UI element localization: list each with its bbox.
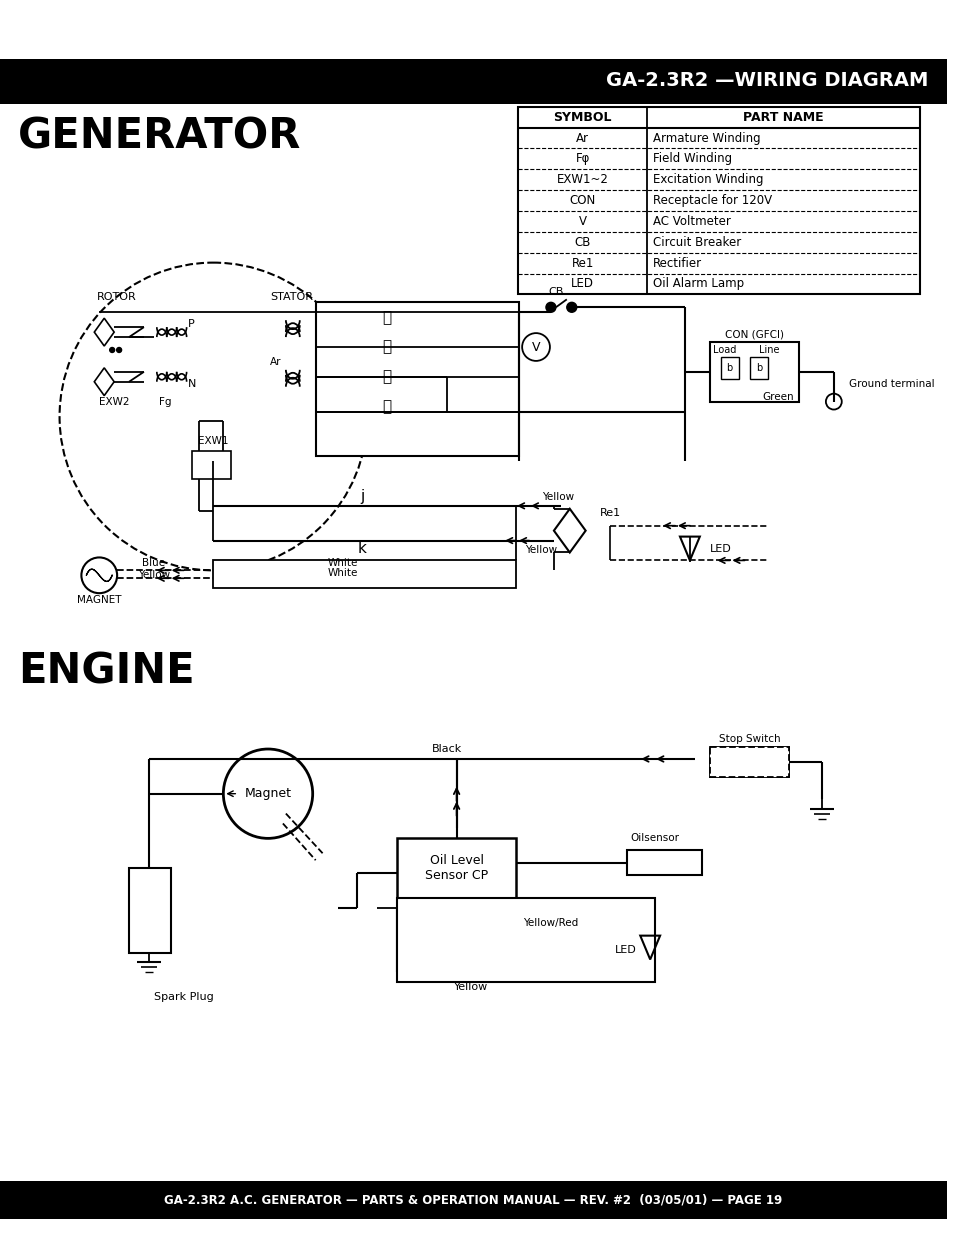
Text: GA-2.3R2 —WIRING DIAGRAM: GA-2.3R2 —WIRING DIAGRAM [605, 72, 927, 90]
Bar [213, 561, 516, 588]
Text: N: N [187, 379, 195, 389]
Text: GA-2.3R2 A.C. GENERATOR — PARTS & OPERATION MANUAL — REV. #2  (03/05/01) — PAGE : GA-2.3R2 A.C. GENERATOR — PARTS & OPERAT… [164, 1193, 781, 1207]
Text: CB: CB [574, 236, 590, 248]
Text: Blue: Blue [142, 558, 165, 568]
Bar [750, 357, 767, 379]
Text: AC Voltmeter: AC Voltmeter [653, 215, 730, 228]
Text: Sensor CP: Sensor CP [425, 868, 488, 882]
Text: White: White [327, 568, 357, 578]
Text: j: j [360, 489, 364, 504]
Bar [0, 59, 946, 104]
Text: Fg: Fg [158, 396, 172, 406]
Text: Ⓥ: Ⓥ [382, 340, 392, 354]
Text: Black: Black [431, 743, 461, 755]
Text: b: b [756, 363, 761, 373]
Text: LED: LED [709, 543, 731, 553]
Text: GENERATOR: GENERATOR [18, 116, 301, 158]
Circle shape [566, 303, 577, 312]
Bar [720, 357, 738, 379]
Text: Receptacle for 120V: Receptacle for 120V [653, 194, 772, 207]
Text: Yellow/Red: Yellow/Red [523, 918, 578, 927]
Text: White: White [327, 558, 357, 568]
Text: EXW2: EXW2 [99, 396, 130, 406]
Bar [396, 839, 516, 908]
Text: Ar: Ar [270, 357, 281, 367]
Text: MAGNET: MAGNET [77, 595, 121, 605]
Text: ENGINE: ENGINE [18, 651, 194, 693]
Text: LED: LED [571, 278, 594, 290]
Text: Re1: Re1 [571, 257, 594, 269]
Text: EXW1~2: EXW1~2 [557, 173, 608, 186]
Text: SYMBOL: SYMBOL [553, 111, 611, 124]
Circle shape [116, 347, 121, 352]
Text: Spark Plug: Spark Plug [153, 992, 213, 1002]
Text: Ar: Ar [576, 132, 589, 144]
Text: Oil Level: Oil Level [429, 853, 483, 867]
Text: Yellow: Yellow [137, 571, 170, 580]
Circle shape [545, 303, 556, 312]
Bar [192, 451, 231, 479]
Text: EXW1: EXW1 [198, 436, 229, 446]
Text: Oilsensor: Oilsensor [630, 834, 679, 844]
Text: Excitation Winding: Excitation Winding [653, 173, 762, 186]
Bar [129, 868, 171, 952]
Text: ROTOR: ROTOR [97, 293, 137, 303]
Text: Yellow: Yellow [454, 982, 488, 992]
Text: Field Winding: Field Winding [653, 152, 732, 165]
Text: Rectifier: Rectifier [653, 257, 701, 269]
Circle shape [110, 347, 114, 352]
Text: LED: LED [614, 945, 636, 955]
Text: PART NAME: PART NAME [742, 111, 823, 124]
Bar [709, 747, 788, 777]
Text: b: b [726, 363, 732, 373]
Text: P: P [188, 319, 194, 330]
Text: Load: Load [712, 345, 736, 354]
Text: Yellow: Yellow [541, 492, 574, 501]
Text: Oil Alarm Lamp: Oil Alarm Lamp [653, 278, 743, 290]
Text: Ground terminal: Ground terminal [848, 379, 933, 389]
Text: CON: CON [569, 194, 596, 207]
Bar [315, 303, 518, 456]
Text: V: V [578, 215, 586, 228]
Text: Ⓥ: Ⓥ [382, 399, 392, 414]
Text: Yellow: Yellow [524, 546, 557, 556]
Bar [517, 106, 920, 294]
Text: STATOR: STATOR [270, 293, 313, 303]
Bar [709, 342, 799, 401]
Text: k: k [357, 541, 366, 556]
Text: V: V [531, 341, 539, 353]
Text: CON (GFCI): CON (GFCI) [724, 329, 783, 340]
Text: CB: CB [548, 288, 563, 298]
Bar [709, 747, 788, 777]
Text: Ⓤ: Ⓤ [382, 310, 392, 325]
Text: Armature Winding: Armature Winding [653, 132, 760, 144]
Text: Stop Switch: Stop Switch [718, 734, 780, 745]
Bar [396, 898, 655, 982]
Text: Line: Line [759, 345, 779, 354]
Text: Circuit Breaker: Circuit Breaker [653, 236, 740, 248]
Text: Re1: Re1 [598, 508, 620, 517]
Bar [0, 1181, 946, 1219]
Text: Green: Green [761, 391, 793, 401]
Text: Magnet: Magnet [244, 787, 292, 800]
Bar [627, 850, 701, 876]
Text: Fφ: Fφ [575, 152, 589, 165]
Text: Ⓤ: Ⓤ [382, 369, 392, 384]
